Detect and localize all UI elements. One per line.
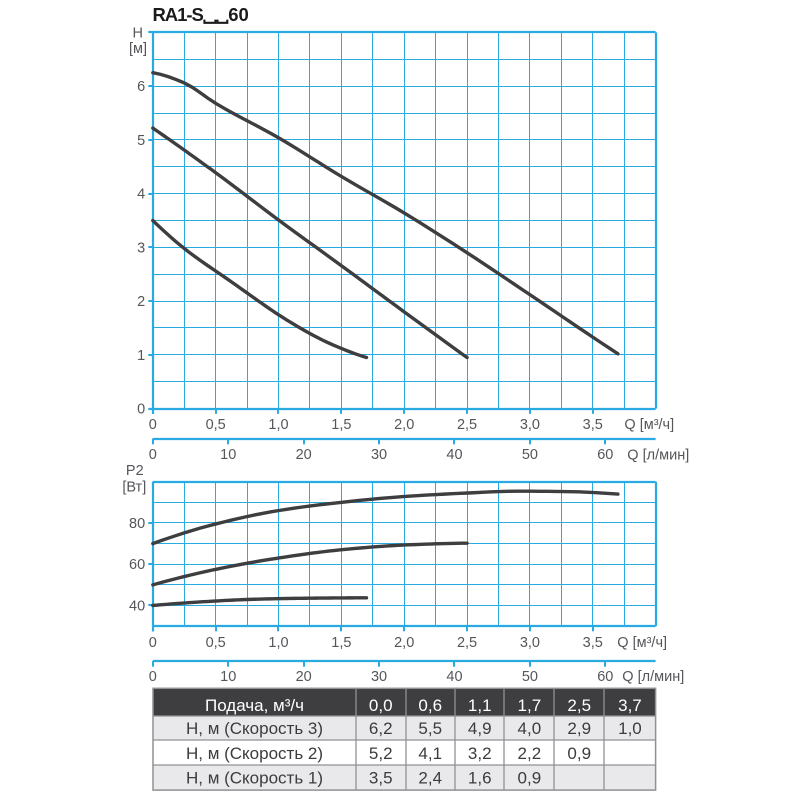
- svg-text:0,6: 0,6: [418, 696, 442, 715]
- svg-text:3,2: 3,2: [468, 744, 492, 763]
- svg-text:20: 20: [296, 447, 312, 463]
- svg-text:2,9: 2,9: [567, 719, 591, 738]
- svg-text:1,6: 1,6: [468, 769, 492, 788]
- svg-text:60: 60: [597, 447, 613, 463]
- svg-text:2,0: 2,0: [394, 417, 414, 433]
- svg-text:Q [л/мин]: Q [л/мин]: [622, 669, 684, 685]
- svg-text:3,0: 3,0: [520, 417, 540, 433]
- svg-text:6,2: 6,2: [369, 719, 393, 738]
- svg-text:80: 80: [129, 516, 145, 532]
- svg-text:2,2: 2,2: [518, 744, 542, 763]
- svg-text:1,1: 1,1: [468, 696, 492, 715]
- svg-text:30: 30: [371, 669, 387, 685]
- svg-text:50: 50: [522, 447, 538, 463]
- svg-text:1,0: 1,0: [618, 719, 642, 738]
- svg-text:[Вт]: [Вт]: [122, 480, 146, 496]
- svg-text:50: 50: [522, 669, 538, 685]
- svg-text:2,5: 2,5: [457, 635, 477, 651]
- svg-text:1,0: 1,0: [268, 417, 288, 433]
- svg-text:3,5: 3,5: [369, 769, 393, 788]
- svg-text:0: 0: [137, 402, 145, 418]
- svg-text:40: 40: [129, 598, 145, 614]
- svg-text:Н, м (Скорость 2): Н, м (Скорость 2): [186, 744, 323, 763]
- svg-text:40: 40: [446, 669, 462, 685]
- svg-text:4,9: 4,9: [468, 719, 492, 738]
- svg-text:1,5: 1,5: [331, 417, 351, 433]
- svg-text:Н, м (Скорость 3): Н, м (Скорость 3): [186, 719, 323, 738]
- svg-text:5,2: 5,2: [369, 744, 393, 763]
- svg-text:Q [м³/ч]: Q [м³/ч]: [617, 635, 667, 651]
- svg-text:2,4: 2,4: [418, 769, 442, 788]
- svg-text:5,5: 5,5: [418, 719, 442, 738]
- svg-text:2,5: 2,5: [457, 417, 477, 433]
- svg-text:3,0: 3,0: [520, 635, 540, 651]
- svg-text:3,7: 3,7: [618, 696, 642, 715]
- svg-text:Q [м³/ч]: Q [м³/ч]: [624, 417, 674, 433]
- svg-text:1,7: 1,7: [518, 696, 542, 715]
- svg-text:0,5: 0,5: [206, 417, 226, 433]
- svg-text:1,0: 1,0: [268, 635, 288, 651]
- svg-text:P2: P2: [126, 463, 144, 479]
- svg-text:30: 30: [371, 447, 387, 463]
- svg-text:60: 60: [597, 669, 613, 685]
- svg-text:3: 3: [137, 240, 145, 256]
- svg-text:0,9: 0,9: [567, 744, 591, 763]
- svg-text:10: 10: [220, 669, 236, 685]
- svg-text:H: H: [133, 25, 143, 41]
- svg-text:[м]: [м]: [129, 41, 147, 57]
- svg-text:20: 20: [296, 669, 312, 685]
- svg-text:6: 6: [137, 79, 145, 95]
- svg-text:2: 2: [137, 294, 145, 310]
- svg-text:2,0: 2,0: [394, 635, 414, 651]
- svg-text:RA1-S: RA1-S: [153, 4, 204, 25]
- svg-text:60: 60: [228, 4, 249, 25]
- svg-text:Подача, м³/ч: Подача, м³/ч: [205, 696, 304, 715]
- svg-text:4,0: 4,0: [518, 719, 542, 738]
- svg-text:Q [л/мин]: Q [л/мин]: [627, 447, 689, 463]
- svg-text:0: 0: [149, 669, 157, 685]
- svg-text:2,5: 2,5: [567, 696, 591, 715]
- svg-text:0,0: 0,0: [369, 696, 393, 715]
- svg-text:10: 10: [220, 447, 236, 463]
- svg-text:0,5: 0,5: [206, 635, 226, 651]
- svg-text:5: 5: [137, 133, 145, 149]
- svg-text:0: 0: [149, 417, 157, 433]
- svg-text:1: 1: [137, 348, 145, 364]
- svg-text:3,5: 3,5: [583, 635, 603, 651]
- svg-text:4,1: 4,1: [418, 744, 442, 763]
- svg-text:0: 0: [149, 447, 157, 463]
- svg-text:40: 40: [446, 447, 462, 463]
- svg-text:4: 4: [137, 187, 145, 203]
- svg-text:0: 0: [149, 635, 157, 651]
- svg-text:60: 60: [129, 557, 145, 573]
- svg-text:3,5: 3,5: [583, 417, 603, 433]
- svg-text:1,5: 1,5: [331, 635, 351, 651]
- svg-text:0,9: 0,9: [518, 769, 542, 788]
- svg-text:Н, м (Скорость 1): Н, м (Скорость 1): [186, 769, 323, 788]
